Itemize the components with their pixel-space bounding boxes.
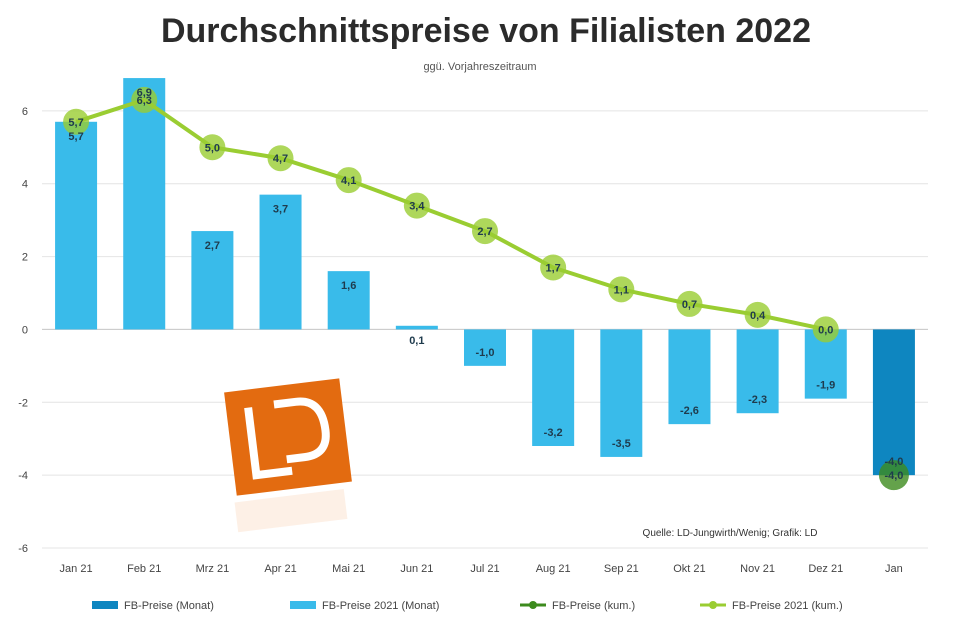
line-point — [199, 134, 226, 161]
lines — [75, 97, 827, 332]
bar-data-label: -2,3 — [748, 394, 767, 406]
legend-label: FB-Preise (kum.) — [552, 600, 635, 612]
line-point — [267, 145, 294, 172]
bar-data-label: -3,2 — [544, 427, 563, 439]
bar — [395, 325, 438, 330]
x-tick-label: Jul 21 — [470, 563, 499, 575]
bar — [600, 329, 643, 457]
x-tick-label: Jan 21 — [60, 563, 93, 575]
chart-subtitle: ggü. Vorjahreszeitraum — [423, 61, 536, 73]
line-points — [63, 86, 909, 491]
y-axis: -6 -4 -2 0 2 4 6 — [18, 106, 28, 555]
bar-data-label: -3,5 — [612, 438, 631, 450]
series-line — [75, 97, 827, 332]
bar — [532, 329, 575, 446]
bars — [55, 78, 915, 476]
legend-swatch — [290, 601, 316, 609]
legend-label: FB-Preise (Monat) — [124, 600, 214, 612]
point-data-label: 1,7 — [546, 263, 561, 275]
line-point — [608, 276, 635, 303]
line-point — [812, 316, 839, 343]
y-tick-label: -2 — [18, 397, 28, 409]
bar — [123, 78, 166, 330]
ld-logo — [224, 378, 352, 533]
line-point — [403, 192, 430, 219]
bar-data-label: -1,0 — [476, 347, 495, 359]
bar — [464, 329, 506, 366]
y-tick-label: 6 — [22, 106, 28, 118]
point-data-label: -4,0 — [884, 470, 903, 482]
legend-marker — [529, 601, 537, 609]
bar — [327, 271, 370, 330]
line-point — [131, 86, 158, 113]
point-data-label: 0,0 — [818, 324, 833, 336]
gridlines — [42, 110, 928, 549]
bar-data-label: -4,0 — [884, 456, 903, 468]
x-tick-label: Jan — [885, 563, 903, 575]
legend-label: FB-Preise 2021 (kum.) — [732, 600, 843, 612]
y-tick-label: 4 — [22, 179, 28, 191]
bar — [55, 121, 98, 330]
x-tick-label: Aug 21 — [536, 563, 571, 575]
line-point — [676, 290, 703, 317]
logo-reflection — [234, 489, 348, 533]
logo-letter-l — [244, 407, 293, 480]
y-tick-label: -6 — [18, 543, 28, 555]
x-tick-label: Nov 21 — [740, 563, 775, 575]
chart-title: Durchschnittspreise von Filialisten 2022 — [161, 12, 811, 50]
source-note: Quelle: LD-Jungwirth/Wenig; Grafik: LD — [643, 528, 818, 539]
line-point — [63, 108, 90, 135]
bar — [191, 231, 234, 330]
x-tick-label: Dez 21 — [808, 563, 843, 575]
point-data-label: 3,4 — [409, 201, 425, 213]
line-point — [335, 167, 362, 194]
bar-data-label: 1,6 — [341, 280, 356, 292]
x-tick-label: Mrz 21 — [196, 563, 230, 575]
bar — [259, 194, 302, 330]
line-point — [744, 301, 771, 328]
line-point — [878, 460, 909, 491]
x-tick-label: Jun 21 — [400, 563, 433, 575]
point-data-label: 5,7 — [68, 117, 83, 129]
x-axis: Jan 21 Feb 21 Mrz 21 Apr 21 Mai 21 Jun 21 Jul … — [60, 563, 903, 575]
bar-data-label: 5,7 — [68, 131, 83, 143]
point-data-label: 4,1 — [341, 175, 356, 187]
x-tick-label: Okt 21 — [673, 563, 705, 575]
point-data-label: 6,3 — [137, 95, 152, 107]
bar-data-label: 2,7 — [205, 240, 220, 252]
y-tick-label: 2 — [22, 252, 28, 264]
point-data-label: 2,7 — [477, 226, 492, 238]
point-data-label: 4,7 — [273, 153, 288, 165]
x-tick-label: Sep 21 — [604, 563, 639, 575]
bar — [872, 329, 915, 476]
x-tick-label: Apr 21 — [264, 563, 296, 575]
bar-data-label: 3,7 — [273, 204, 288, 216]
point-data-label: 1,1 — [614, 284, 629, 296]
bar-data-label: -2,6 — [680, 405, 699, 417]
legend: FB-Preise (Monat) FB-Preise 2021 (Monat) F… — [92, 600, 843, 612]
legend-marker — [709, 601, 717, 609]
logo-letter-d — [273, 397, 330, 464]
point-data-label: 0,7 — [682, 299, 697, 311]
bar-data-label: 6,9 — [137, 87, 152, 99]
x-tick-label: Mai 21 — [332, 563, 365, 575]
legend-label: FB-Preise 2021 (Monat) — [322, 600, 439, 612]
data-labels: -4,0 5,7 6,9 2,7 3,7 1,6 0,1 -1,0 -3,2 -3,5 -2,6 -2… — [68, 87, 903, 482]
bar-data-label: -1,9 — [816, 380, 835, 392]
logo-square — [224, 378, 352, 496]
y-tick-label: -4 — [18, 470, 28, 482]
bar-data-label: 0,1 — [409, 335, 424, 347]
legend-swatch — [92, 601, 118, 609]
y-tick-label: 0 — [22, 324, 28, 336]
x-tick-label: Feb 21 — [127, 563, 161, 575]
bar — [736, 329, 779, 414]
bar — [668, 329, 711, 425]
point-data-label: 5,0 — [205, 142, 220, 154]
line-point — [472, 218, 498, 245]
point-data-label: 0,4 — [750, 310, 766, 322]
line-point — [540, 254, 567, 281]
